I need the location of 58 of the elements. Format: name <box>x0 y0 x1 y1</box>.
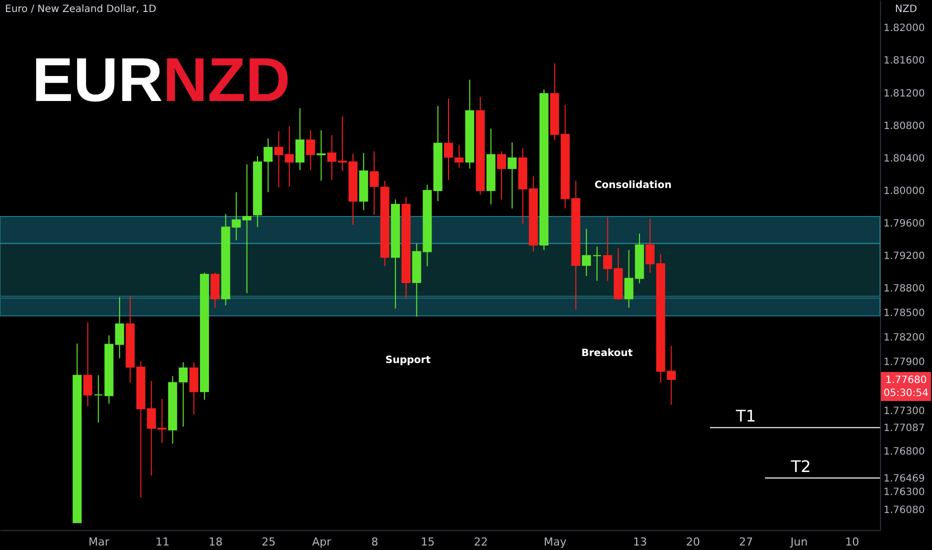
candlestick <box>83 322 92 407</box>
x-tick-label: Apr <box>312 536 332 548</box>
y-tick-label: 1.77900 <box>884 356 925 368</box>
x-tick-label: May <box>544 536 567 548</box>
candlestick <box>444 98 453 180</box>
y-tick-label: 1.78800 <box>884 284 925 295</box>
candlestick <box>274 130 284 188</box>
candlestick <box>295 108 304 171</box>
y-tick-label: 1.76080 <box>884 505 925 516</box>
y-tick-label: 1.76800 <box>884 446 925 458</box>
x-tick-label: 10 <box>845 536 860 548</box>
y-tick-label: 1.79600 <box>884 218 925 230</box>
candlestick <box>94 374 103 424</box>
candlestick <box>306 130 316 171</box>
candlestick <box>189 362 198 415</box>
x-tick-label: 13 <box>632 536 647 548</box>
candlestick <box>284 126 294 187</box>
candlestick <box>264 138 273 193</box>
y-tick-label: 1.79200 <box>884 251 925 262</box>
x-tick-label: 20 <box>686 536 700 548</box>
y-tick-label: 1.78500 <box>884 308 925 320</box>
annotation: Support <box>385 355 431 366</box>
y-tick-label: 1.82000 <box>884 23 925 34</box>
candlestick <box>666 346 676 406</box>
ref-line-label: T1 <box>735 406 756 426</box>
x-tick-label: 11 <box>156 536 170 548</box>
y-tick-label: 1.81200 <box>884 88 925 100</box>
y-tick-label: 1.80400 <box>884 153 925 164</box>
candlestick <box>497 150 506 200</box>
text: EURNZD <box>32 46 290 115</box>
x-tick-label: Jun <box>790 536 808 548</box>
x-tick-label: 15 <box>420 536 435 548</box>
candlestick <box>508 142 517 209</box>
y-tick-label: 1.80800 <box>884 120 925 132</box>
x-tick-label: 18 <box>208 536 223 548</box>
candlestick <box>454 144 464 168</box>
chart-subtitle: Euro / New Zealand Dollar, 1D <box>5 4 157 15</box>
x-tick-label: 8 <box>371 536 378 548</box>
text: 05:30:54 <box>884 388 928 399</box>
text: 1.77680 <box>885 375 927 386</box>
x-tick-label: 22 <box>474 536 488 548</box>
y-tick-label: 1.81600 <box>884 56 925 67</box>
y-tick-label: 1.76300 <box>884 487 925 498</box>
annotation: Consolidation <box>594 180 672 191</box>
candlestick <box>592 246 602 282</box>
y-tick-label: 1.78200 <box>884 332 925 344</box>
text: NZD <box>894 4 918 15</box>
candlestick <box>370 150 379 216</box>
y-tick-label: 1.77300 <box>884 406 925 417</box>
annotation: Breakout <box>581 348 633 359</box>
y-tick-label: 1.80000 <box>884 186 925 198</box>
y-tick-label: 1.77087 <box>884 423 925 434</box>
y-tick-label: 1.76469 <box>884 473 925 484</box>
x-tick-label: 25 <box>262 536 276 548</box>
candlestick <box>582 228 591 276</box>
x-tick-label: 27 <box>739 536 754 548</box>
ref-line-label: T2 <box>790 456 811 476</box>
x-tick-label: Mar <box>88 536 110 548</box>
